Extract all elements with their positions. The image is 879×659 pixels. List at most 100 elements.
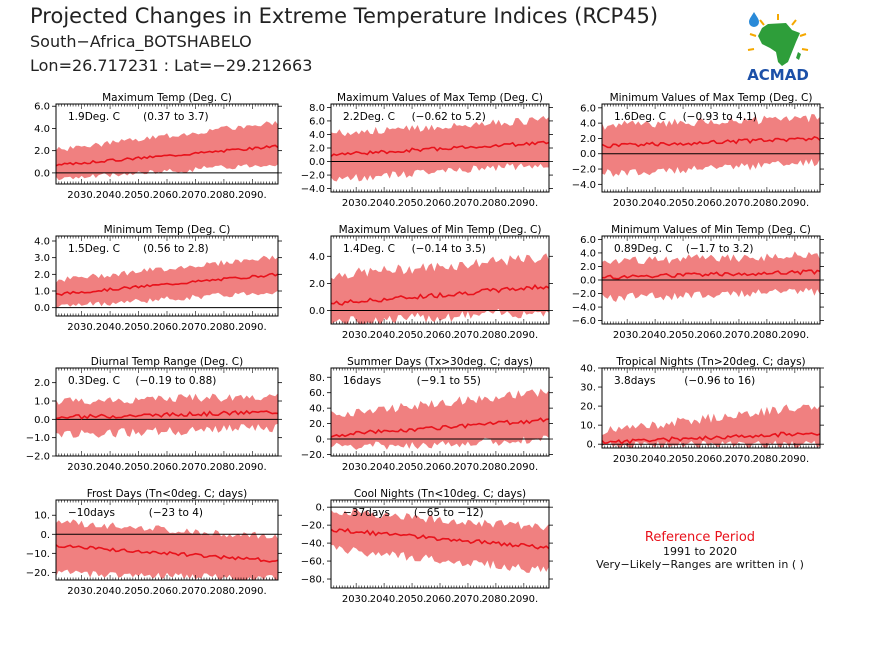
x-tick-label: 2070. (725, 454, 754, 465)
mean-change-label: 0.89Deg. C (614, 243, 673, 255)
range-band (56, 121, 278, 181)
x-tick-label: 2060. (153, 462, 182, 473)
y-tick-label: 0.0 (34, 303, 50, 314)
x-tick-label: 2050. (398, 198, 427, 209)
x-tick-label: 2030. (613, 330, 642, 341)
y-tick-label: −80. (301, 575, 325, 586)
chart-panel-4: 2030. 2040. 2050. 2060. 2070. 2080. 2090. 0.0 1.… (34, 224, 282, 333)
x-tick-label: 2040. (641, 454, 670, 465)
x-tick-label: 2030. (67, 322, 96, 333)
x-tick-label: 2040. (370, 198, 399, 209)
chart-title: Cool Nights (Tn<10deg. C; days) (354, 488, 526, 500)
x-tick-label: 2030. (342, 462, 371, 473)
x-tick-label: 2040. (641, 198, 670, 209)
x-tick-label: 2070. (454, 198, 483, 209)
mean-line (602, 269, 821, 280)
x-tick-label: 2080. (210, 586, 239, 597)
y-tick-label: 4.0 (309, 252, 325, 263)
x-tick-label: 2040. (370, 594, 399, 605)
x-tick-label: 2050. (124, 322, 153, 333)
y-tick-label: −6.0 (572, 316, 596, 327)
y-tick-label: 20. (309, 419, 325, 430)
y-tick-label: 2.0 (309, 279, 325, 290)
y-tick-label: 0.0 (34, 168, 50, 179)
y-tick-label: −20. (301, 450, 325, 461)
y-tick-label: −10. (26, 549, 50, 560)
x-tick-label: 2070. (454, 594, 483, 605)
chart-panel-10: 2030. 2040. 2050. 2060. 2070. 2080. 2090. −20. −… (26, 488, 282, 597)
y-tick-label: −4.0 (301, 184, 325, 195)
y-tick-label: 2.0 (34, 146, 50, 157)
y-tick-label: 3.0 (34, 253, 50, 264)
mean-line (55, 544, 279, 563)
y-tick-label: 8.0 (309, 103, 325, 114)
y-tick-label: 6.0 (580, 235, 596, 246)
chart-title: Summer Days (Tx>30deg. C; days) (347, 356, 533, 368)
reference-period-box: Reference Period 1991 to 2020 Very−Likel… (560, 530, 840, 571)
x-tick-label: 2070. (181, 322, 210, 333)
likely-range-label: (0.56 to 2.8) (143, 243, 209, 255)
range-band (56, 255, 278, 308)
africa-map-icon (747, 12, 809, 66)
mean-change-label: 16days (343, 375, 381, 387)
y-tick-label: −2.0 (301, 171, 325, 182)
range-band (56, 393, 278, 438)
x-tick-label: 2090. (510, 594, 539, 605)
x-tick-label: 2060. (153, 322, 182, 333)
y-tick-label: 6.0 (580, 103, 596, 114)
chart-title: Maximum Values of Min Temp (Deg. C) (339, 224, 542, 236)
mean-line (55, 272, 279, 296)
x-tick-label: 2040. (96, 190, 125, 201)
x-tick-label: 2050. (669, 330, 698, 341)
mean-line (330, 140, 550, 158)
x-tick-label: 2030. (342, 330, 371, 341)
y-tick-label: 1.0 (34, 397, 50, 408)
x-tick-label: 2050. (669, 198, 698, 209)
y-tick-label: 2.0 (580, 262, 596, 273)
y-tick-label: 1.0 (34, 287, 50, 298)
y-tick-label: 6.0 (309, 116, 325, 127)
y-tick-label: 4.0 (34, 124, 50, 135)
likely-range-label: (−1.7 to 3.2) (686, 243, 754, 255)
y-tick-label: 80. (309, 373, 325, 384)
mean-change-label: 3.8days (614, 375, 655, 387)
chart-title: Diurnal Temp Range (Deg. C) (91, 356, 243, 368)
y-tick-label: 0. (315, 503, 325, 514)
mean-line (330, 527, 550, 550)
chart-panel-11: 2030. 2040. 2050. 2060. 2070. 2080. 2090. −80. −… (301, 488, 553, 605)
x-tick-label: 2040. (370, 462, 399, 473)
chart-panel-6: 2030. 2040. 2050. 2060. 2070. 2080. 2090. −6.0 −… (572, 224, 824, 341)
y-tick-label: 40. (309, 404, 325, 415)
x-tick-label: 2060. (426, 198, 455, 209)
logo-text: ACMAD (747, 66, 809, 84)
chart-title: Frost Days (Tn<0deg. C; days) (87, 488, 247, 500)
y-tick-label: 4.0 (580, 119, 596, 130)
x-tick-label: 2090. (238, 190, 267, 201)
y-tick-label: −2.0 (26, 452, 50, 463)
x-tick-label: 2040. (96, 462, 125, 473)
mean-change-label: 1.9Deg. C (68, 111, 120, 123)
x-tick-label: 2080. (210, 190, 239, 201)
x-tick-label: 2050. (124, 190, 153, 201)
y-tick-label: −4.0 (572, 303, 596, 314)
x-tick-label: 2050. (398, 462, 427, 473)
y-tick-label: 10. (580, 421, 596, 432)
likely-range-label: (−0.96 to 16) (684, 375, 755, 387)
reference-period-years: 1991 to 2020 (662, 545, 738, 558)
x-tick-label: 2040. (96, 322, 125, 333)
x-tick-label: 2050. (669, 454, 698, 465)
chart-panel-9: 2030. 2040. 2050. 2060. 2070. 2080. 2090. 0. 10.… (580, 356, 824, 465)
y-tick-label: 30. (580, 383, 596, 394)
mean-change-label: 1.5Deg. C (68, 243, 120, 255)
x-tick-label: 2060. (697, 330, 726, 341)
range-band (602, 114, 820, 177)
x-tick-label: 2070. (181, 190, 210, 201)
reference-period-note: Very−Likely−Ranges are written in ( ) (596, 558, 804, 571)
mean-line (55, 409, 279, 420)
x-tick-label: 2070. (725, 330, 754, 341)
y-tick-label: 0.0 (580, 149, 596, 160)
y-tick-label: −20. (26, 568, 50, 579)
x-tick-label: 2080. (753, 330, 782, 341)
range-band (602, 251, 820, 302)
